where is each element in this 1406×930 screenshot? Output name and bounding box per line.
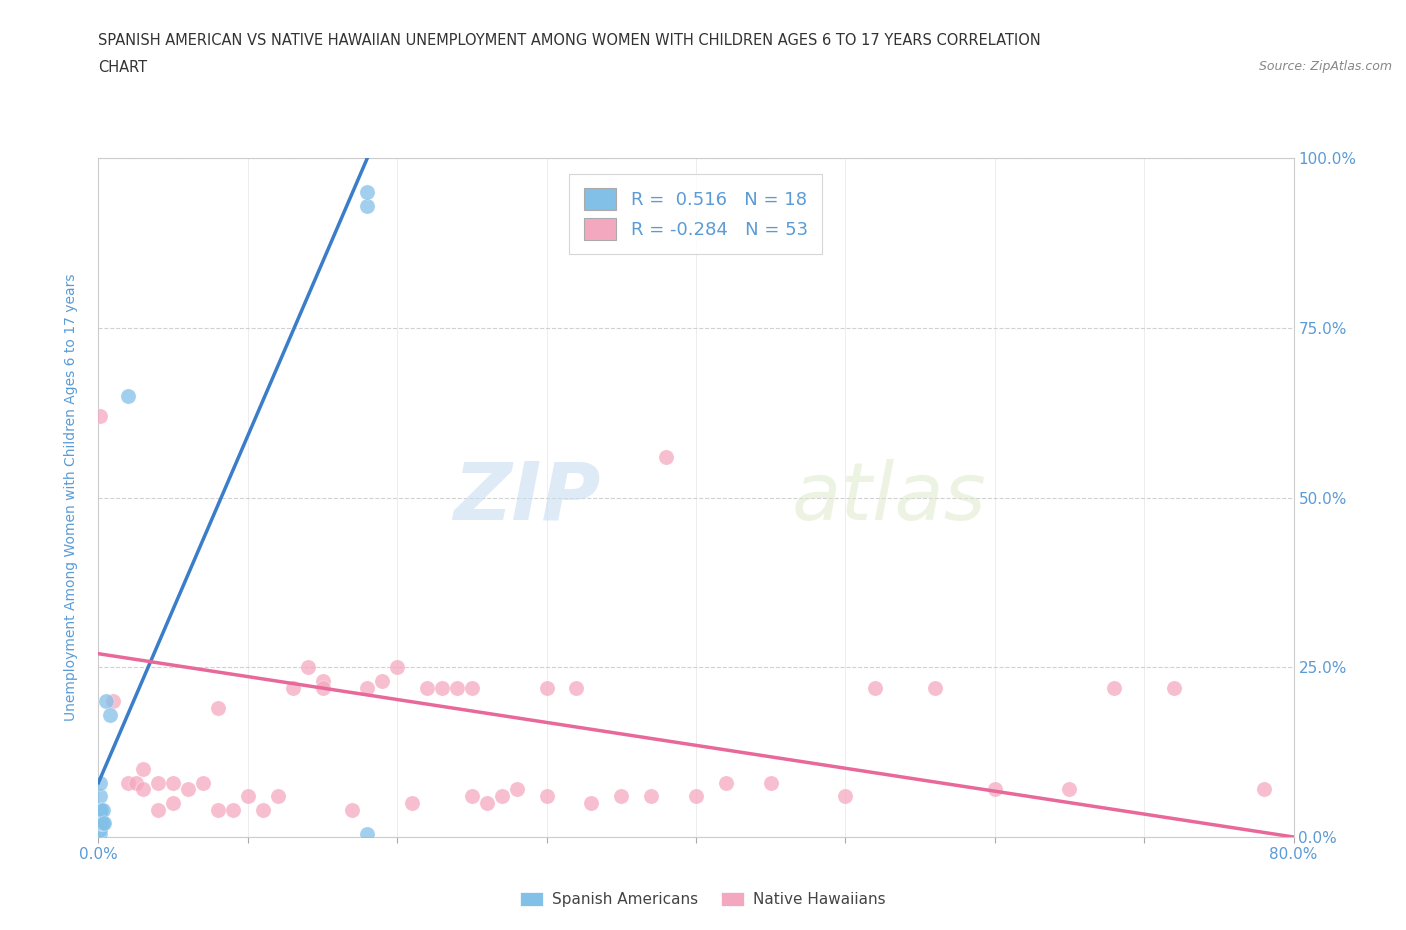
Point <box>475 796 498 811</box>
Point <box>89 816 111 830</box>
Point <box>581 796 603 811</box>
Point <box>461 680 484 695</box>
Point <box>371 673 394 688</box>
Point <box>356 198 378 213</box>
Text: SPANISH AMERICAN VS NATIVE HAWAIIAN UNEMPLOYMENT AMONG WOMEN WITH CHILDREN AGES : SPANISH AMERICAN VS NATIVE HAWAIIAN UNEM… <box>98 33 1042 47</box>
Point <box>297 660 319 675</box>
Legend: Spanish Americans, Native Hawaiians: Spanish Americans, Native Hawaiians <box>515 885 891 913</box>
Legend: R =  0.516   N = 18, R = -0.284   N = 53: R = 0.516 N = 18, R = -0.284 N = 53 <box>569 174 823 254</box>
Point <box>91 816 114 830</box>
Point <box>89 826 111 841</box>
Point <box>191 776 214 790</box>
Point <box>342 803 364 817</box>
Text: atlas: atlas <box>792 458 987 537</box>
Point <box>416 680 439 695</box>
Point <box>685 789 707 804</box>
Point <box>356 185 378 200</box>
Point <box>311 680 333 695</box>
Point <box>536 680 558 695</box>
Point <box>610 789 633 804</box>
Point <box>117 776 139 790</box>
Point <box>385 660 409 675</box>
Point <box>1163 680 1185 695</box>
Point <box>89 803 111 817</box>
Point <box>401 796 423 811</box>
Point <box>655 449 678 464</box>
Point <box>446 680 468 695</box>
Point <box>222 803 245 817</box>
Point <box>356 680 378 695</box>
Point <box>461 789 484 804</box>
Point <box>132 782 155 797</box>
Point <box>89 809 111 824</box>
Point <box>103 694 125 709</box>
Point <box>311 673 333 688</box>
Point <box>177 782 200 797</box>
Point <box>252 803 274 817</box>
Point <box>356 826 378 841</box>
Point <box>984 782 1007 797</box>
Point <box>640 789 662 804</box>
Text: Source: ZipAtlas.com: Source: ZipAtlas.com <box>1258 60 1392 73</box>
Y-axis label: Unemployment Among Women with Children Ages 6 to 17 years: Unemployment Among Women with Children A… <box>63 273 77 722</box>
Point <box>207 803 229 817</box>
Point <box>148 803 170 817</box>
Point <box>834 789 856 804</box>
Point <box>430 680 453 695</box>
Point <box>90 816 112 830</box>
Point <box>93 816 115 830</box>
Point <box>90 803 112 817</box>
Point <box>714 776 737 790</box>
Point <box>117 389 139 404</box>
Point <box>281 680 304 695</box>
Point <box>162 776 184 790</box>
Point <box>89 789 111 804</box>
Point <box>89 776 111 790</box>
Text: ZIP: ZIP <box>453 458 600 537</box>
Point <box>924 680 946 695</box>
Point <box>207 700 229 715</box>
Point <box>565 680 588 695</box>
Point <box>132 762 155 777</box>
Point <box>536 789 558 804</box>
Point <box>100 708 122 723</box>
Point <box>89 408 111 423</box>
Point <box>1059 782 1081 797</box>
Point <box>865 680 887 695</box>
Point <box>491 789 513 804</box>
Point <box>91 803 114 817</box>
Point <box>89 823 111 838</box>
Point <box>759 776 782 790</box>
Point <box>1253 782 1275 797</box>
Point <box>236 789 259 804</box>
Point <box>506 782 529 797</box>
Point <box>162 796 184 811</box>
Point <box>125 776 148 790</box>
Point <box>267 789 290 804</box>
Point <box>94 694 117 709</box>
Text: CHART: CHART <box>98 60 148 75</box>
Point <box>148 776 170 790</box>
Point <box>1104 680 1126 695</box>
